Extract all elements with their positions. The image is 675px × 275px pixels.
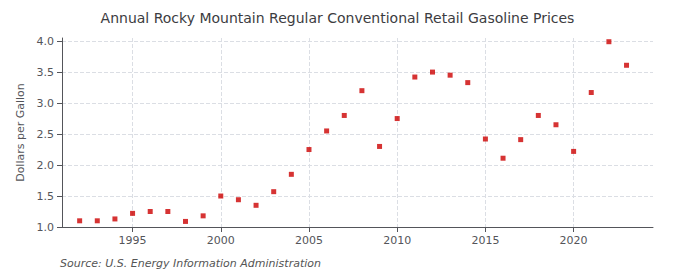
svg-text:Dollars per Gallon: Dollars per Gallon	[14, 83, 27, 182]
svg-text:2.0: 2.0	[37, 159, 55, 172]
svg-text:2005: 2005	[295, 234, 323, 247]
svg-text:1995: 1995	[119, 234, 147, 247]
svg-text:3.5: 3.5	[37, 66, 55, 79]
svg-text:Source: U.S. Energy Informatio: Source: U.S. Energy Information Administ…	[60, 257, 321, 270]
svg-text:2010: 2010	[383, 234, 411, 247]
svg-text:4.0: 4.0	[37, 35, 55, 48]
svg-text:2020: 2020	[560, 234, 588, 247]
svg-text:3.0: 3.0	[37, 97, 55, 110]
svg-text:2.5: 2.5	[37, 128, 55, 141]
svg-text:2000: 2000	[207, 234, 235, 247]
svg-text:2015: 2015	[471, 234, 499, 247]
svg-text:Annual Rocky Mountain Regular: Annual Rocky Mountain Regular Convention…	[101, 10, 575, 26]
svg-text:1.0: 1.0	[37, 221, 55, 234]
svg-text:1.5: 1.5	[37, 190, 55, 203]
